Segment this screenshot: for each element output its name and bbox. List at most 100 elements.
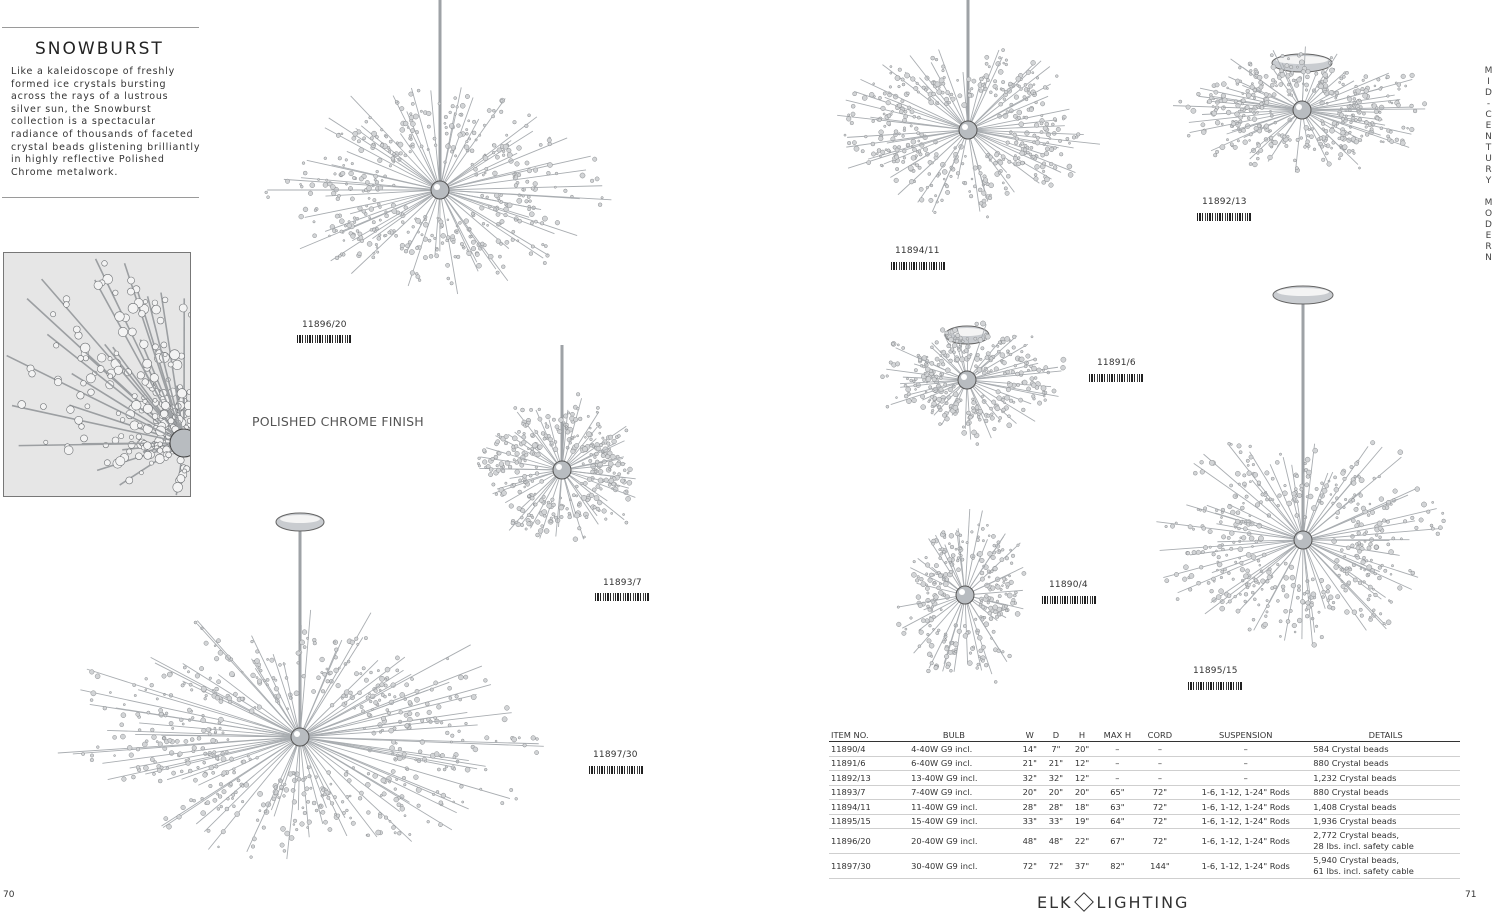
spec-table-cell: 20" xyxy=(1068,785,1096,800)
barcode xyxy=(595,593,649,601)
spec-table-header-cell: CORD xyxy=(1139,729,1181,742)
title-bottom-rule xyxy=(2,197,199,198)
sku-label: 11895/15 xyxy=(1193,666,1238,676)
sku-label: 11896/20 xyxy=(302,320,347,330)
barcode xyxy=(1197,213,1251,221)
spec-table-header-cell: H xyxy=(1068,729,1096,742)
spec-table-cell: 15-40W G9 incl. xyxy=(891,814,1017,829)
spec-table-cell: 28" xyxy=(1016,799,1043,815)
spec-table-cell: 63" xyxy=(1095,799,1140,815)
sidebar-letter: E xyxy=(1485,231,1495,241)
detail-photo xyxy=(3,252,191,497)
spec-table-header-cell: DETAILS xyxy=(1311,729,1460,742)
spec-table-cell: 11895/15 xyxy=(829,814,892,829)
spec-table-cell: 1,232 Crystal beads xyxy=(1311,770,1460,786)
sidebar-letter: C xyxy=(1485,110,1495,120)
spec-table-header-cell: ITEM NO. xyxy=(829,729,892,742)
spec-table-cell: 1,936 Crystal beads xyxy=(1311,814,1460,829)
spec-table-row: 11896/20 20-40W G9 incl. 48" 48" 22" 67" 72" 1-… xyxy=(829,828,1460,854)
spec-table-cell: 30-40W G9 incl. xyxy=(891,853,1017,879)
sku-label: 11897/30 xyxy=(593,750,638,760)
collection-title: SNOWBURST xyxy=(35,39,164,59)
spec-table-cell: 22" xyxy=(1068,828,1096,854)
page-number-left: 70 xyxy=(3,890,15,900)
spec-table-cell: 72" xyxy=(1016,853,1043,879)
spec-table-cell: – xyxy=(1139,770,1181,786)
barcode xyxy=(891,262,945,270)
spec-table-cell: 11896/20 xyxy=(829,828,892,854)
spec-table-cell: – xyxy=(1095,770,1140,786)
spec-table-cell: 11891/6 xyxy=(829,756,892,771)
sku-label: 11892/13 xyxy=(1202,197,1247,207)
spec-table-cell: 880 Crystal beads xyxy=(1311,756,1460,771)
spec-table-cell: 1-6, 1-12, 1-24" Rods xyxy=(1180,799,1312,815)
spec-table-cell: 72" xyxy=(1139,828,1181,854)
spec-table-cell: – xyxy=(1180,741,1312,757)
spec-table-cell: 72" xyxy=(1139,785,1181,800)
spec-table-cell: 82" xyxy=(1095,853,1140,879)
sidebar-letter: - xyxy=(1486,99,1494,109)
spec-table-cell: 32" xyxy=(1042,770,1069,786)
page-number-right: 71 xyxy=(1465,890,1477,900)
spec-table-cell: 1-6, 1-12, 1-24" Rods xyxy=(1180,828,1312,854)
spec-table-cell: 64" xyxy=(1095,814,1140,829)
sidebar-letter: I xyxy=(1487,77,1493,87)
title-top-rule xyxy=(2,27,199,28)
spec-table-cell: 37" xyxy=(1068,853,1096,879)
brand-logo: ELK LIGHTING xyxy=(1037,892,1190,912)
sidebar-letter: R xyxy=(1485,242,1495,252)
fixture-11896-image xyxy=(264,0,612,295)
spec-table-cell: 11890/4 xyxy=(829,741,892,757)
spec-table-cell: 48" xyxy=(1042,828,1069,854)
spec-table-cell: 584 Crystal beads xyxy=(1311,741,1460,757)
spec-table-header-cell: W xyxy=(1016,729,1043,742)
spec-table-cell: 1-6, 1-12, 1-24" Rods xyxy=(1180,785,1312,800)
spec-table-cell: 4-40W G9 incl. xyxy=(891,741,1017,757)
sidebar-letter: D xyxy=(1485,220,1495,230)
spec-table-cell: 12" xyxy=(1068,770,1096,786)
spec-table-cell: 5,940 Crystal beads, 61 lbs. incl. safety… xyxy=(1311,853,1460,879)
spec-table-cell: 20" xyxy=(1068,741,1096,757)
sidebar-letter: N xyxy=(1485,132,1495,142)
spec-table-cell: 11893/7 xyxy=(829,785,892,800)
spec-table-cell: 13-40W G9 incl. xyxy=(891,770,1017,786)
spec-table-cell: – xyxy=(1095,756,1140,771)
spec-table-cell: 67" xyxy=(1095,828,1140,854)
spec-table-cell: 18" xyxy=(1068,799,1096,815)
fixture-11894-image xyxy=(837,0,1101,219)
spec-table-cell: 6-40W G9 incl. xyxy=(891,756,1017,771)
barcode xyxy=(1089,374,1143,382)
spec-table-header-cell: SUSPENSION xyxy=(1180,729,1312,742)
sidebar-letter: U xyxy=(1485,154,1495,164)
spec-table-cell: 1-6, 1-12, 1-24" Rods xyxy=(1180,853,1312,879)
brand-text-right: LIGHTING xyxy=(1096,893,1190,912)
spec-table-cell: – xyxy=(1180,756,1312,771)
spec-table-header: ITEM NO. BULB W D H MAX H CORD SUSPENSION DETAIL… xyxy=(829,729,1460,742)
sidebar-letter: R xyxy=(1485,165,1495,175)
fixture-11891-image xyxy=(880,320,1067,446)
sku-label: 11894/11 xyxy=(895,246,940,256)
brand-text-left: ELK xyxy=(1037,893,1073,912)
fixture-11892-image xyxy=(1173,46,1428,173)
spec-table-cell: 28" xyxy=(1042,799,1069,815)
spec-table-cell: – xyxy=(1139,741,1181,757)
spec-table-cell: – xyxy=(1095,741,1140,757)
sidebar-letter: D xyxy=(1485,88,1495,98)
spec-table-row: 11895/15 15-40W G9 incl. 33" 33" 19" 64" 72" 1-… xyxy=(829,814,1460,829)
sidebar-letter: N xyxy=(1485,253,1495,263)
spec-table-cell: 1-6, 1-12, 1-24" Rods xyxy=(1180,814,1312,829)
spec-table-cell: 33" xyxy=(1042,814,1069,829)
spec-table-cell: 72" xyxy=(1139,814,1181,829)
spec-table-row: 11893/7 7-40W G9 incl. 20" 20" 20" 65" 72" 1-6,… xyxy=(829,785,1460,800)
barcode xyxy=(297,335,351,343)
spec-table-row: 11892/13 13-40W G9 incl. 32" 32" 12" – – –1,232… xyxy=(829,770,1460,786)
spec-table-header-cell: BULB xyxy=(891,729,1017,742)
spec-table-cell: 32" xyxy=(1016,770,1043,786)
spec-table-cell: 880 Crystal beads xyxy=(1311,785,1460,800)
spec-table-cell: 72" xyxy=(1139,799,1181,815)
barcode xyxy=(1188,682,1242,690)
finish-label: POLISHED CHROME FINISH xyxy=(252,414,424,429)
fixture-11897-image xyxy=(57,512,544,860)
spec-table-cell: 48" xyxy=(1016,828,1043,854)
